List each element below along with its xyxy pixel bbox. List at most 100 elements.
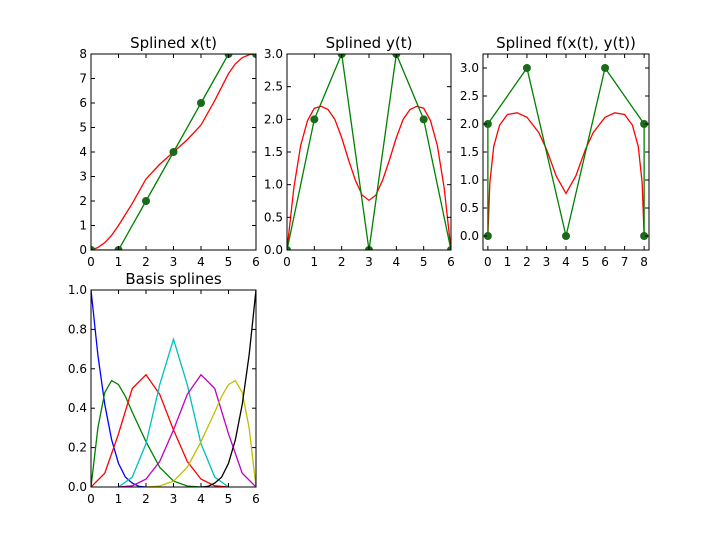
x-tick-label: 1 xyxy=(115,255,123,269)
x-tick-label: 1 xyxy=(115,492,123,506)
series-line-1 xyxy=(91,290,147,487)
subplot-2: 0 1 2 3 4 5 6 0.0 0.5 1.0 1.5 2.0 2.5 3.0 Splined y(t) xyxy=(264,34,455,269)
x-tick-label: 1 xyxy=(311,255,319,269)
y-tick-label: 1.5 xyxy=(460,145,479,159)
y-tick-label: 0.5 xyxy=(264,210,283,224)
series-line-4 xyxy=(118,337,229,487)
subplot-1: 0 1 2 3 4 5 6 0 1 2 3 4 5 6 7 8 Splined x(t) xyxy=(79,34,260,269)
data-point xyxy=(310,115,319,124)
x-tick-label: 5 xyxy=(225,255,233,269)
data-point xyxy=(142,197,150,205)
x-tick-label: 5 xyxy=(582,255,590,269)
y-tick-label: 4 xyxy=(79,145,87,159)
x-tick-label: 0 xyxy=(484,255,492,269)
data-point xyxy=(562,232,570,240)
y-tick-label: 1.0 xyxy=(264,178,283,192)
y-tick-label: 0.8 xyxy=(68,322,87,336)
subplot-title: Basis splines xyxy=(125,270,221,288)
x-tick-label: 6 xyxy=(252,492,260,506)
subplot-4: 0 1 2 3 4 5 6 0.0 0.2 0.4 0.6 0.8 1.0 Basis splines xyxy=(68,270,260,506)
x-tick-label: 7 xyxy=(621,255,629,269)
x-tick-label: 0 xyxy=(283,255,291,269)
x-tick-label: 4 xyxy=(197,255,205,269)
x-tick-label: 3 xyxy=(170,492,178,506)
plot-area xyxy=(287,54,451,250)
y-tick-label: 8 xyxy=(79,47,87,61)
x-tick-label: 2 xyxy=(338,255,346,269)
x-tick-label: 4 xyxy=(197,492,205,506)
y-tick-label: 2 xyxy=(79,194,87,208)
data-point xyxy=(287,246,291,250)
data-point xyxy=(91,246,95,250)
x-tick-label: 8 xyxy=(640,255,648,269)
data-point xyxy=(483,232,492,240)
subplot-title: Splined f(x(t), y(t)) xyxy=(496,34,636,52)
x-tick-label: 2 xyxy=(142,255,150,269)
subplot-title: Splined x(t) xyxy=(130,34,217,52)
y-tick-label: 2.5 xyxy=(460,89,479,103)
x-tick-label: 3 xyxy=(543,255,551,269)
data-point xyxy=(640,232,649,240)
subplot-title: Splined y(t) xyxy=(326,34,413,52)
y-tick-label: 0.2 xyxy=(68,441,87,455)
x-tick-label: 2 xyxy=(523,255,531,269)
plot-area xyxy=(91,54,256,250)
data-point xyxy=(601,64,610,72)
x-tick-label: 4 xyxy=(393,255,401,269)
data-point xyxy=(640,120,649,128)
series-line-1 xyxy=(287,105,451,250)
x-tick-label: 5 xyxy=(420,255,428,269)
y-tick-label: 2.0 xyxy=(460,117,479,131)
x-tick-label: 0 xyxy=(87,492,95,506)
y-tick-label: 1.0 xyxy=(68,283,87,297)
data-point xyxy=(419,115,428,124)
x-tick-label: 2 xyxy=(142,492,150,506)
y-tick-label: 2.5 xyxy=(264,80,283,94)
y-tick-label: 0.5 xyxy=(460,201,479,215)
series-line-2 xyxy=(287,54,451,250)
x-tick-label: 5 xyxy=(225,492,233,506)
x-tick-label: 3 xyxy=(365,255,373,269)
x-tick-label: 0 xyxy=(87,255,95,269)
y-tick-label: 0.6 xyxy=(68,362,87,376)
x-tick-label: 6 xyxy=(601,255,609,269)
data-point xyxy=(169,148,178,156)
y-tick-label: 3.0 xyxy=(264,47,283,61)
x-tick-label: 1 xyxy=(504,255,512,269)
series-line-2 xyxy=(91,379,202,487)
y-tick-label: 6 xyxy=(79,96,87,110)
data-point xyxy=(197,99,205,107)
axes-frame xyxy=(90,289,257,488)
x-tick-label: 6 xyxy=(252,255,260,269)
data-point xyxy=(522,64,531,72)
series-line-2 xyxy=(487,66,645,237)
y-tick-label: 1 xyxy=(79,219,87,233)
series-line-1 xyxy=(487,112,645,237)
data-point xyxy=(252,54,256,58)
series-line-5 xyxy=(118,373,256,487)
series-line-6 xyxy=(145,379,256,487)
x-tick-label: 6 xyxy=(447,255,455,269)
y-tick-label: 1.0 xyxy=(460,173,479,187)
y-tick-label: 0.0 xyxy=(68,480,87,494)
y-tick-label: 0.0 xyxy=(264,243,283,257)
y-tick-label: 3 xyxy=(79,170,87,184)
plot-area xyxy=(483,64,649,240)
series-line-3 xyxy=(91,373,229,487)
y-tick-label: 7 xyxy=(79,72,87,86)
y-tick-label: 5 xyxy=(79,121,87,135)
data-point xyxy=(447,246,451,250)
y-tick-label: 0.0 xyxy=(460,229,479,243)
x-tick-label: 4 xyxy=(562,255,570,269)
x-tick-label: 3 xyxy=(170,255,178,269)
y-tick-label: 0.4 xyxy=(68,401,87,415)
data-point xyxy=(483,120,492,128)
y-tick-label: 2.0 xyxy=(264,112,283,126)
series-line-7 xyxy=(200,290,256,487)
y-tick-label: 3.0 xyxy=(460,61,479,75)
y-tick-label: 1.5 xyxy=(264,145,283,159)
subplot-3: 0 1 2 3 4 5 6 7 8 0.0 0.5 1.0 1.5 2.0 2.5 3.0 Splined f(… xyxy=(460,34,650,269)
axes-frame xyxy=(286,53,452,251)
y-tick-label: 0 xyxy=(79,243,87,257)
